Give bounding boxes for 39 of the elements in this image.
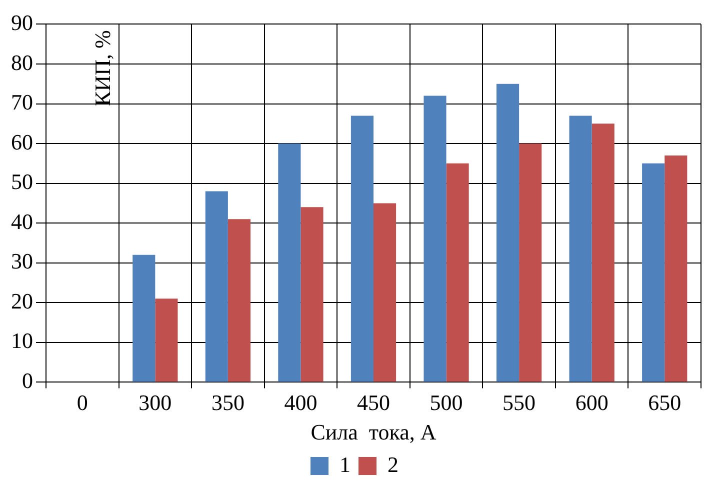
bar [205,191,228,382]
y-tick-label: 20 [11,288,33,314]
x-tick-label: 650 [648,390,682,416]
y-tick-label: 90 [11,10,33,35]
x-tick-label: 350 [211,390,244,416]
x-tick-label: 550 [502,390,536,416]
bar [228,219,251,382]
y-tick-label: 50 [11,169,33,194]
bar [300,207,324,382]
bar [519,144,542,382]
y-tick-label: 10 [11,328,33,354]
y-tick-label: 0 [22,368,33,393]
legend-label: 1 [340,452,350,477]
bar [569,116,592,382]
bar [446,163,469,382]
legend-label: 2 [388,452,398,477]
x-tick-label: 500 [430,390,463,416]
y-tick-label: 70 [11,90,33,115]
x-axis-title: Сила тока, А [310,420,436,445]
bar [132,254,156,382]
y-axis-title: КИП, % [90,30,115,106]
bar [374,203,396,382]
bar [278,144,301,382]
bar [664,155,688,382]
bar [155,298,178,382]
bar [592,124,614,382]
x-tick-label: 450 [357,390,390,416]
x-tick-label: 400 [284,390,318,416]
x-tick-label: 600 [575,390,608,416]
x-tick-label: 300 [138,390,172,416]
y-tick-label: 30 [11,248,33,274]
y-tick-label: 60 [11,129,33,154]
bar [642,163,665,382]
bar [496,84,520,382]
y-tick-label: 40 [11,208,33,234]
y-tick-label: 80 [11,50,33,75]
bar [424,96,446,382]
bar [350,116,374,382]
x-tick-label: 0 [76,390,88,416]
